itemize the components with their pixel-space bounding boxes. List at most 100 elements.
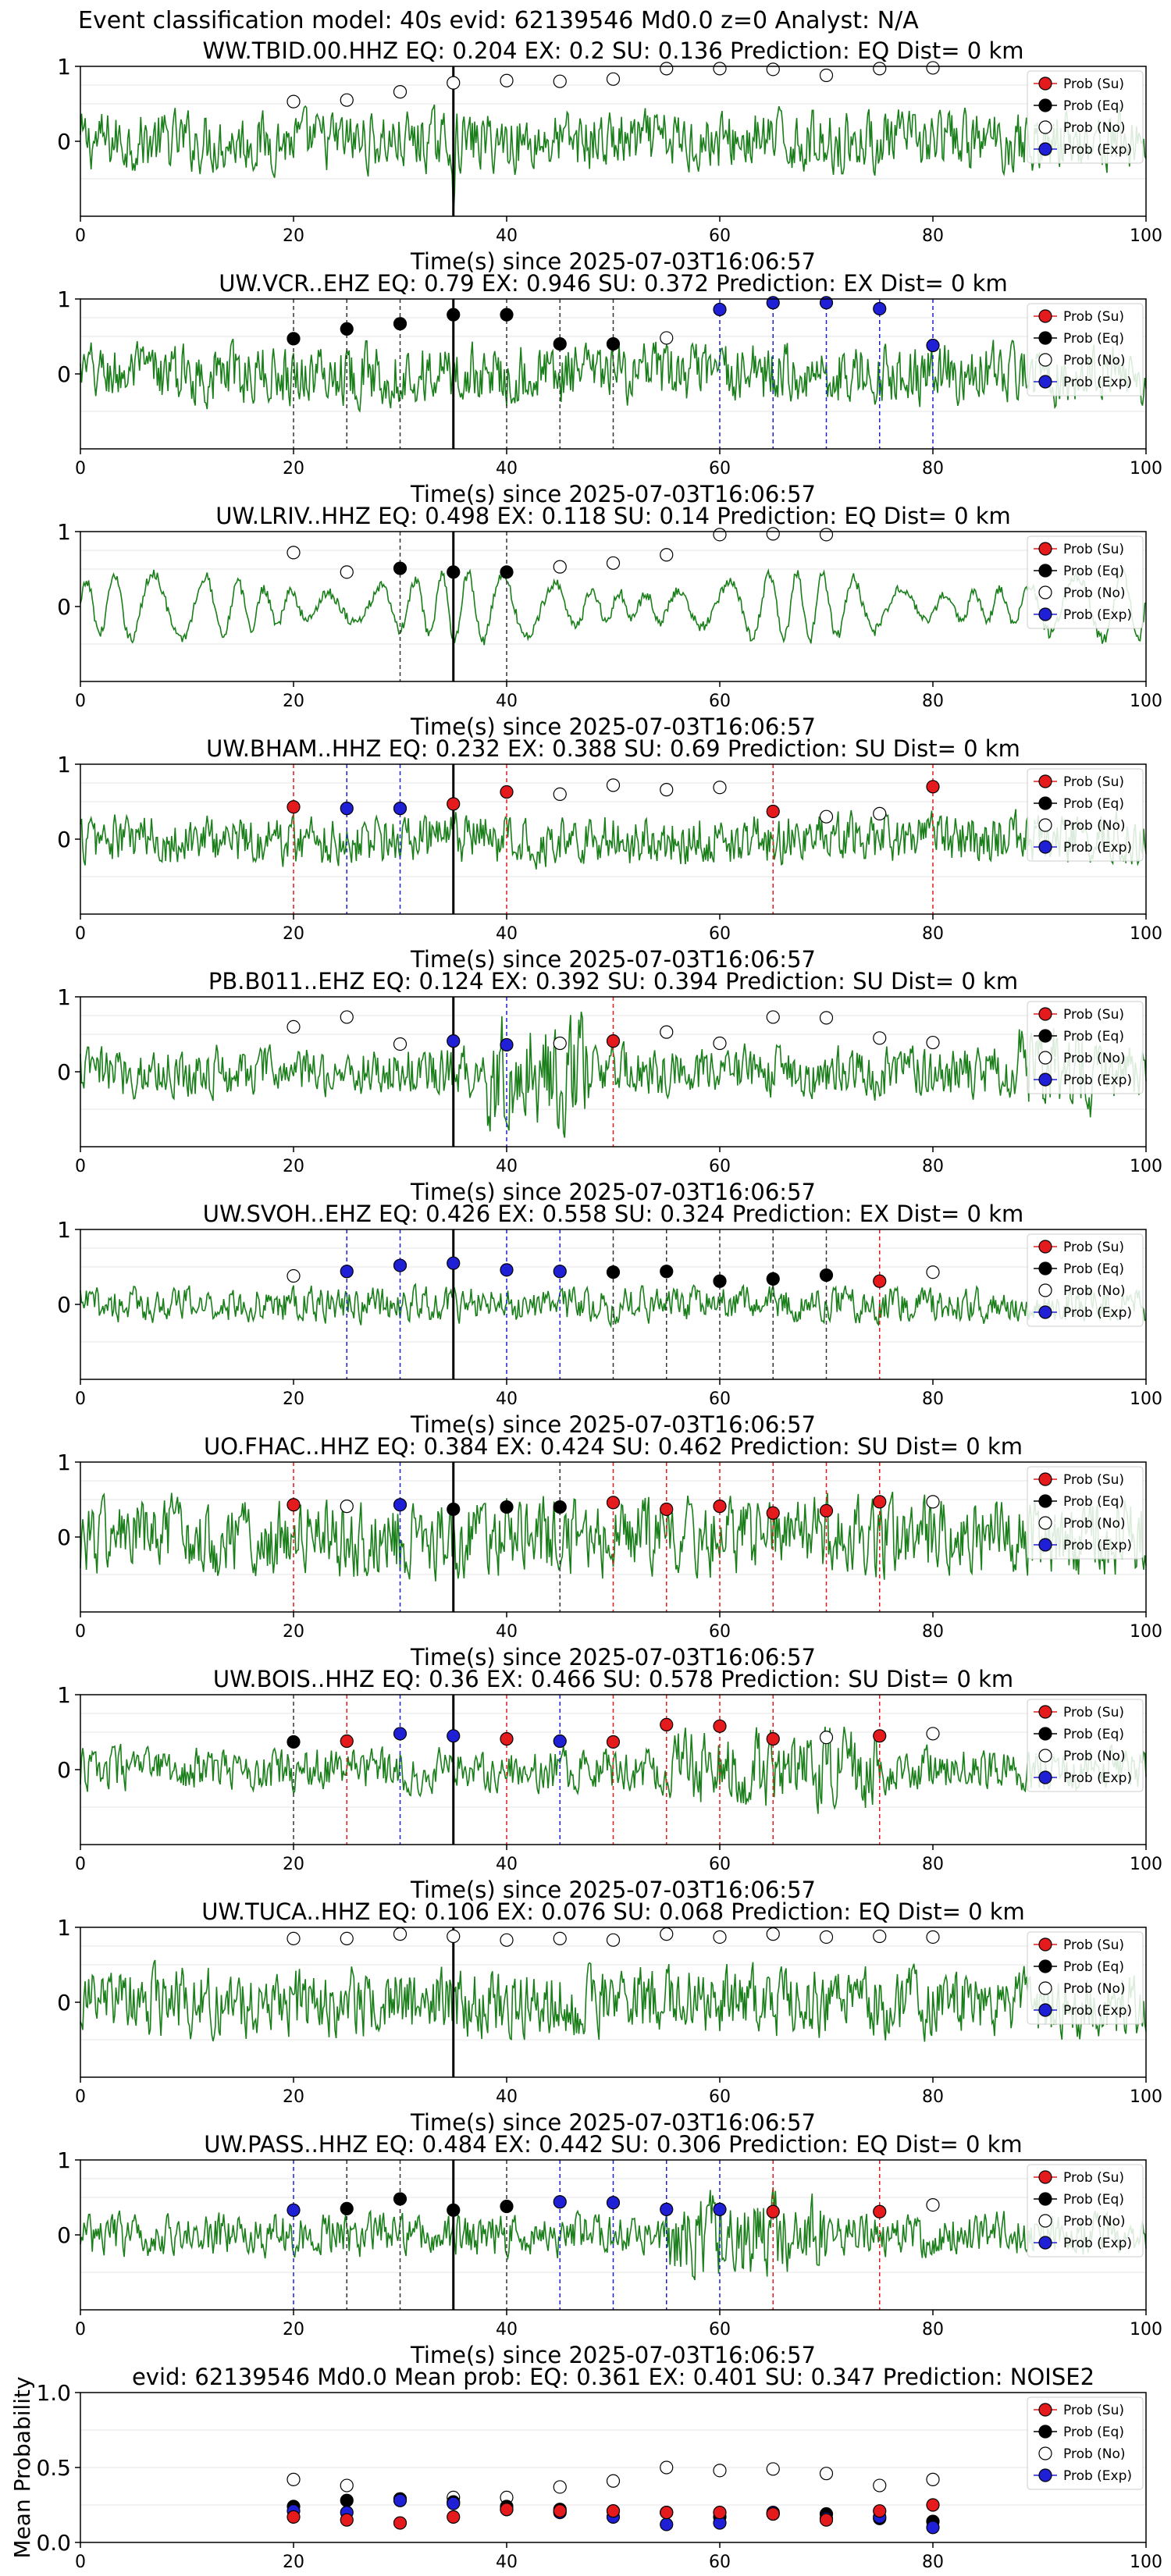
legend-marker [1038, 1305, 1052, 1319]
prob-marker [873, 806, 887, 820]
legend-label: Prob (No) [1063, 1749, 1126, 1764]
prob-marker [287, 1019, 301, 1034]
legend-box [1027, 1931, 1144, 2025]
panel-title: UW.PASS..HHZ EQ: 0.484 EX: 0.442 SU: 0.3… [204, 2131, 1022, 2158]
mean-prob-marker [606, 2474, 621, 2488]
prob-marker [500, 73, 514, 87]
legend-box [1027, 2396, 1144, 2490]
mean-prob-marker [447, 2510, 461, 2524]
mean-prob-marker [500, 2503, 514, 2517]
prob-marker [713, 528, 727, 542]
prob-marker [553, 1265, 567, 1279]
prob-marker [340, 1010, 354, 1024]
y-tick-label: 0 [57, 827, 71, 852]
legend-box [1027, 768, 1144, 862]
prob-marker [873, 1495, 887, 1509]
prob-marker [766, 1010, 780, 1024]
legend-label: Prob (Eq) [1063, 1494, 1124, 1510]
prob-marker [393, 1727, 408, 1741]
legend-label: Prob (Exp) [1063, 607, 1132, 623]
legend-box [1027, 2164, 1144, 2258]
prob-marker [553, 560, 567, 574]
x-tick-label: 0 [75, 924, 86, 944]
panel-2: UW.LRIV..HHZ EQ: 0.498 EX: 0.118 SU: 0.1… [57, 503, 1162, 740]
x-tick-label: 60 [709, 459, 731, 479]
legend-label: Prob (Su) [1063, 1472, 1124, 1488]
waveform-trace [80, 809, 1147, 870]
legend-marker [1038, 142, 1052, 156]
prob-marker [553, 1931, 567, 1945]
legend-marker [1038, 607, 1052, 621]
legend-label: Prob (Eq) [1063, 2425, 1124, 2440]
prob-marker [660, 548, 674, 562]
legend-marker [1038, 353, 1052, 367]
mean-prob-marker [873, 2478, 887, 2492]
x-tick-label: 60 [709, 924, 731, 944]
prob-marker [340, 1734, 354, 1749]
panel-title: evid: 62139546 Md0.0 Mean prob: EQ: 0.36… [132, 2364, 1094, 2390]
prob-marker [447, 1929, 461, 1944]
x-tick-label: 100 [1130, 692, 1162, 711]
x-tick-label: 80 [922, 1157, 944, 1176]
x-tick-label: 100 [1130, 226, 1162, 246]
prob-marker [340, 1931, 354, 1945]
x-tick-label: 20 [283, 2087, 304, 2107]
prob-marker [819, 296, 834, 310]
x-tick-label: 40 [496, 2087, 518, 2107]
prob-marker [553, 337, 567, 351]
legend-marker [1038, 1516, 1052, 1530]
prob-marker [873, 1729, 887, 1743]
x-tick-label: 100 [1130, 2553, 1162, 2572]
x-tick-label: 100 [1130, 1622, 1162, 1642]
prob-marker [447, 797, 461, 811]
waveform-trace [80, 338, 1147, 413]
prob-marker [500, 1500, 514, 1514]
legend-marker [1038, 2214, 1052, 2228]
x-tick-label: 0 [75, 2087, 86, 2107]
legend-label: Prob (Eq) [1063, 1261, 1124, 1277]
x-tick-label: 0 [75, 2553, 86, 2572]
prob-marker [553, 1036, 567, 1051]
legend-marker [1038, 774, 1052, 788]
legend-marker [1038, 1538, 1052, 1552]
prob-marker [287, 546, 301, 560]
x-tick-label: 0 [75, 1157, 86, 1176]
prob-marker [873, 301, 887, 316]
prob-marker [500, 1263, 514, 1277]
x-tick-label: 0 [75, 459, 86, 479]
panel-title: WW.TBID.00.HHZ EQ: 0.204 EX: 0.2 SU: 0.1… [202, 37, 1023, 64]
prob-marker [766, 1506, 780, 1520]
panel-1: UW.VCR..EHZ EQ: 0.79 EX: 0.946 SU: 0.372… [57, 270, 1162, 507]
prob-marker [819, 1268, 834, 1283]
prob-marker [393, 1498, 408, 1512]
prob-marker [606, 72, 621, 86]
legend-marker [1038, 2003, 1052, 2017]
prob-marker [287, 1931, 301, 1945]
prob-marker [926, 1930, 940, 1944]
prob-marker [819, 809, 834, 824]
legend-label: Prob (Su) [1063, 309, 1124, 325]
legend-label: Prob (No) [1063, 1981, 1126, 1997]
prob-marker [766, 1927, 780, 1941]
legend-label: Prob (No) [1063, 2214, 1126, 2229]
x-tick-label: 40 [496, 2320, 518, 2339]
prob-marker [713, 1930, 727, 1944]
y-tick-label: 0 [57, 594, 71, 620]
x-tick-label: 60 [709, 1622, 731, 1642]
prob-marker [713, 2202, 727, 2216]
y-tick-label: 0 [57, 1059, 71, 1085]
panel-title: UW.BOIS..HHZ EQ: 0.36 EX: 0.466 SU: 0.57… [213, 1666, 1013, 1692]
prob-marker [553, 74, 567, 88]
prob-marker [340, 565, 354, 579]
panel-7: UW.BOIS..HHZ EQ: 0.36 EX: 0.466 SU: 0.57… [57, 1666, 1162, 1903]
prob-marker [393, 85, 408, 99]
prob-marker [660, 1265, 674, 1279]
x-tick-label: 40 [496, 1855, 518, 1874]
prob-marker [606, 1933, 621, 1947]
x-tick-label: 60 [709, 1157, 731, 1176]
legend-marker [1038, 2468, 1052, 2482]
prob-marker [713, 1036, 727, 1051]
prob-marker [500, 1933, 514, 1947]
x-tick-label: 0 [75, 1622, 86, 1642]
